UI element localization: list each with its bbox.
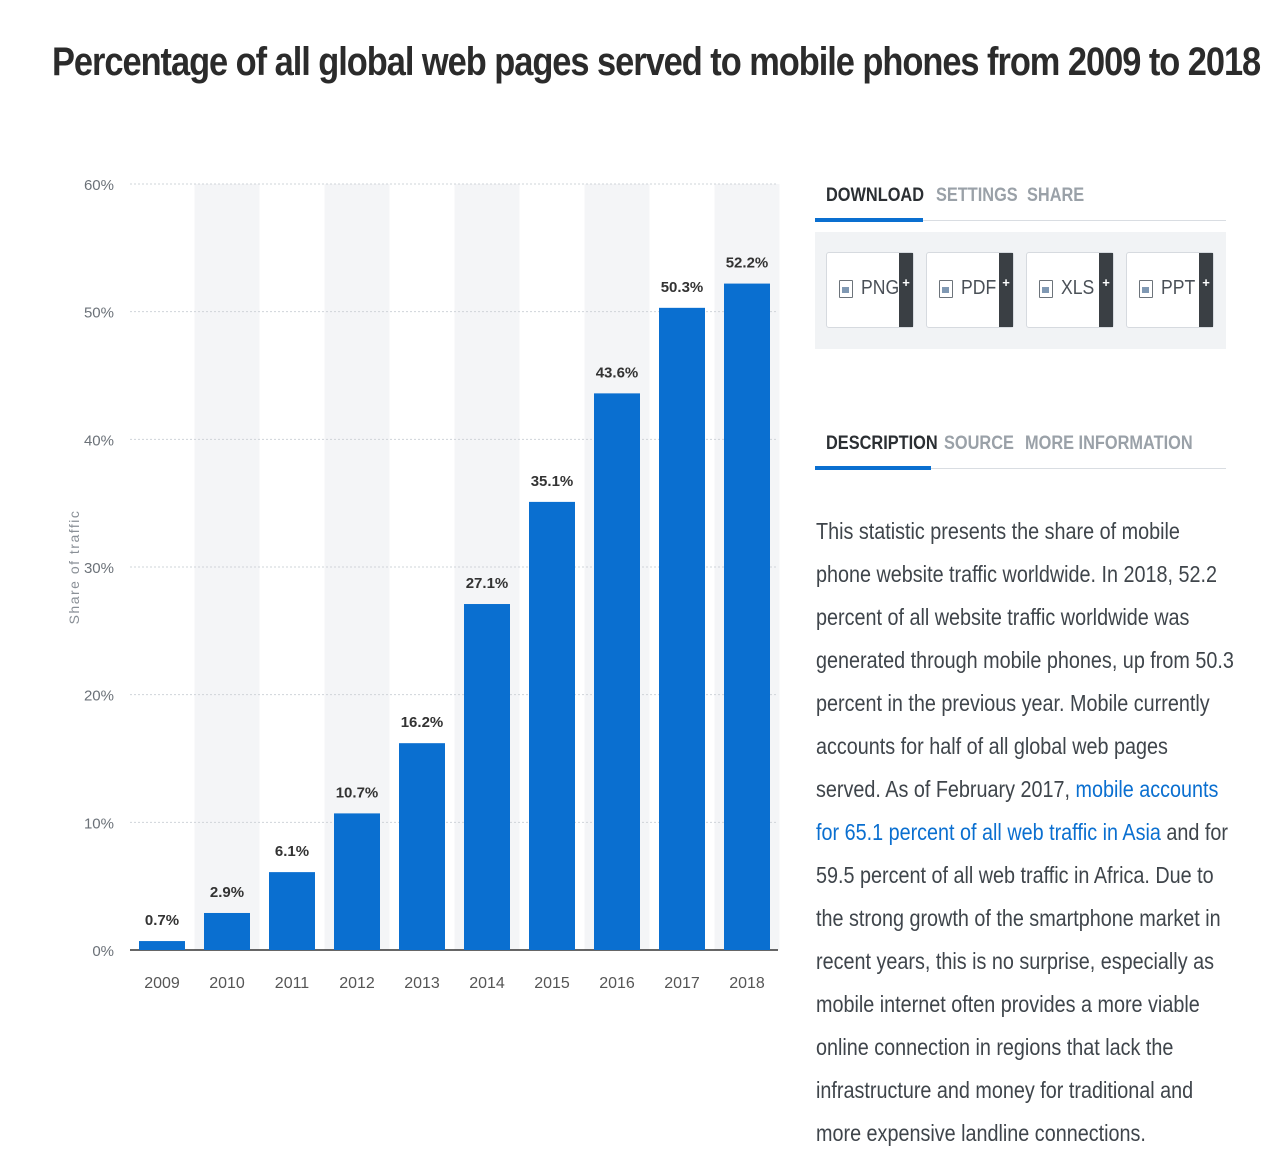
bar xyxy=(594,393,640,951)
x-tick-label: 2014 xyxy=(469,975,505,992)
bar xyxy=(139,941,185,950)
description-text: This statistic presents the share of mob… xyxy=(816,510,1236,1155)
tab-description[interactable]: DESCRIPTION xyxy=(826,433,938,454)
download-panel: PNG + PDF + XLS + PPT + xyxy=(815,232,1226,349)
download-label: PPT xyxy=(1161,277,1196,299)
bar xyxy=(724,283,770,951)
bar-value-label: 27.1% xyxy=(466,575,509,592)
bar-value-label: 10.7% xyxy=(336,784,379,801)
x-tick-label: 2016 xyxy=(599,975,635,992)
y-tick-label: 60% xyxy=(84,177,114,194)
png-file-icon xyxy=(839,280,853,298)
tab-active-indicator xyxy=(815,466,931,470)
download-png-button[interactable]: PNG + xyxy=(826,252,914,328)
bar xyxy=(529,501,575,950)
tabbar-download: DOWNLOAD SETTINGS SHARE xyxy=(815,172,1226,222)
x-tick-label: 2010 xyxy=(209,975,245,992)
xls-file-icon xyxy=(1039,280,1053,298)
y-axis-label: Share of traffic xyxy=(66,510,82,625)
plus-icon[interactable]: + xyxy=(1199,253,1213,327)
page-title: Percentage of all global web pages serve… xyxy=(52,40,1261,84)
y-tick-label: 0% xyxy=(92,943,114,960)
y-tick-label: 10% xyxy=(84,815,114,832)
x-tick-label: 2018 xyxy=(729,975,765,992)
bar xyxy=(464,604,510,950)
download-pdf-button[interactable]: PDF + xyxy=(926,252,1014,328)
bar-value-label: 35.1% xyxy=(531,473,574,490)
pdf-file-icon xyxy=(939,280,953,298)
bar xyxy=(269,872,315,950)
download-label: PDF xyxy=(961,277,997,299)
download-xls-button[interactable]: XLS + xyxy=(1026,252,1114,328)
tab-download[interactable]: DOWNLOAD xyxy=(826,185,925,206)
x-tick-label: 2009 xyxy=(144,975,180,992)
y-tick-label: 40% xyxy=(84,432,114,449)
bar-value-label: 0.7% xyxy=(145,912,179,929)
tab-active-indicator xyxy=(815,218,923,222)
tab-more-information[interactable]: MORE INFORMATION xyxy=(1025,433,1193,454)
y-tick-label: 50% xyxy=(84,305,114,322)
bar-value-label: 52.2% xyxy=(726,255,769,272)
bar-value-label: 16.2% xyxy=(401,714,444,731)
x-tick-label: 2017 xyxy=(664,975,700,992)
bar-chart: 0% 10% 20% 30% 40% 50% 60% Share of traffic 0.7%… xyxy=(66,177,780,992)
tab-settings[interactable]: SETTINGS xyxy=(936,185,1018,206)
ppt-file-icon xyxy=(1139,280,1153,298)
y-tick-label: 30% xyxy=(84,560,114,577)
bar xyxy=(399,743,445,950)
plus-icon[interactable]: + xyxy=(999,253,1013,327)
download-ppt-button[interactable]: PPT + xyxy=(1126,252,1214,328)
bar xyxy=(204,912,250,950)
x-tick-label: 2015 xyxy=(534,975,570,992)
asia-traffic-link[interactable]: mobile accounts for 65.1 percent of all … xyxy=(816,776,1219,845)
x-tick-label: 2012 xyxy=(339,975,375,992)
tab-share[interactable]: SHARE xyxy=(1027,185,1085,206)
bar xyxy=(659,307,705,950)
bar-value-label: 6.1% xyxy=(275,843,309,860)
plus-icon[interactable]: + xyxy=(899,253,913,327)
x-tick-label: 2013 xyxy=(404,975,440,992)
download-label: PNG xyxy=(861,277,900,299)
bar-value-label: 2.9% xyxy=(210,884,244,901)
description-part: This statistic presents the share of mob… xyxy=(816,518,1234,802)
description-part: and for 59.5 percent of all web traffic … xyxy=(816,819,1228,1146)
tab-source[interactable]: SOURCE xyxy=(944,433,1014,454)
y-tick-label: 20% xyxy=(84,688,114,705)
bar-value-label: 43.6% xyxy=(596,364,639,381)
bar-value-label: 50.3% xyxy=(661,279,704,296)
bar xyxy=(334,813,380,950)
x-tick-label: 2011 xyxy=(275,975,310,992)
tabbar-info: DESCRIPTION SOURCE MORE INFORMATION xyxy=(815,420,1226,470)
plus-icon[interactable]: + xyxy=(1099,253,1113,327)
download-label: XLS xyxy=(1061,277,1095,299)
